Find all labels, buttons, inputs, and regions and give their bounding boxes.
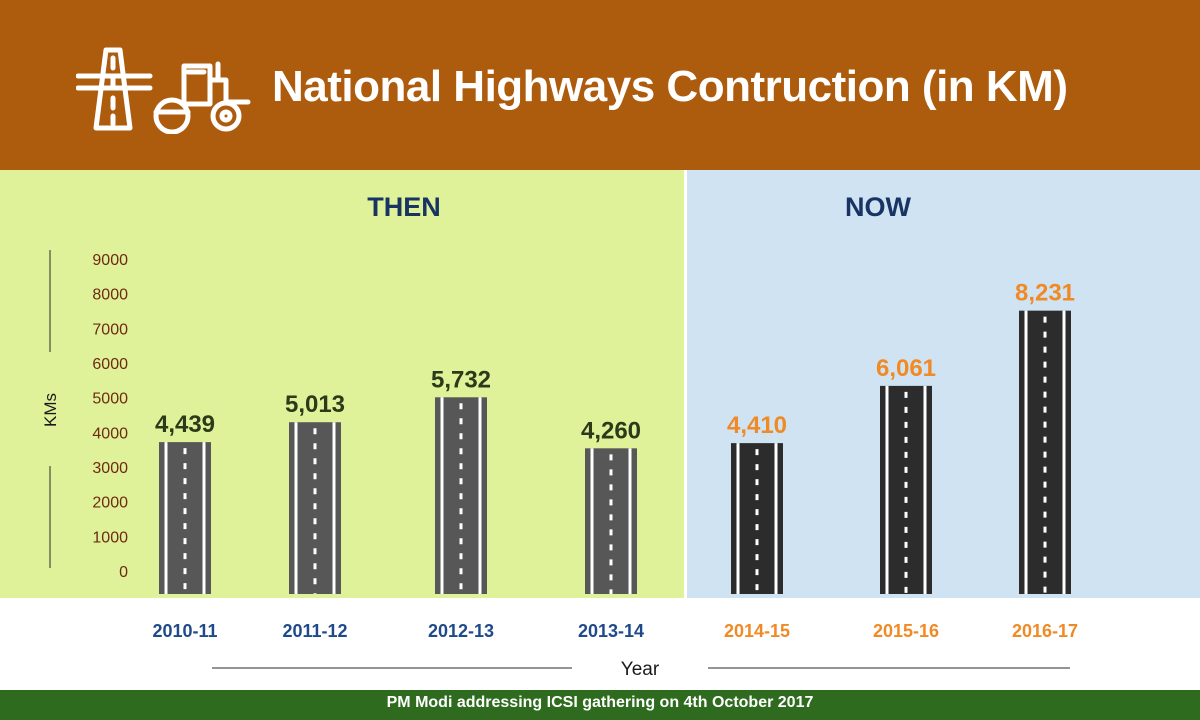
x-tick-label: 2011-12 [282,621,347,641]
y-tick-label: 1000 [92,529,128,546]
y-tick-label: 4000 [92,425,128,442]
x-tick-label: 2015-16 [873,621,939,641]
bar-value-label: 5,013 [285,391,345,418]
footer-bar [0,690,1200,720]
bar-value-label: 6,061 [876,355,936,382]
x-tick-label: 2010-11 [152,621,217,641]
section-label-now: NOW [845,192,911,222]
x-tick-label: 2014-15 [724,621,790,641]
page-title: National Highways Contruction (in KM) [272,62,1068,111]
bar-value-label: 5,732 [431,366,491,393]
road-construction-icon [76,47,251,134]
y-tick-label: 6000 [92,356,128,373]
y-tick-label: 8000 [92,287,128,304]
footer-caption: PM Modi addressing ICSI gathering on 4th… [386,694,814,711]
bar-value-label: 8,231 [1015,280,1075,307]
bar-value-label: 4,260 [581,417,641,444]
y-tick-label: 9000 [92,252,128,269]
header-banner [0,0,1200,170]
x-axis-label: Year [621,659,660,680]
y-axis-label: KMs [41,393,60,427]
y-tick-label: 0 [119,564,128,581]
y-tick-label: 3000 [92,460,128,477]
bar-value-label: 4,439 [155,411,215,438]
section-label-then: THEN [367,192,441,222]
x-tick-label: 2016-17 [1012,621,1078,641]
y-tick-label: 7000 [92,321,128,338]
bar-value-label: 4,410 [727,412,787,439]
then-panel [0,170,684,598]
y-tick-label: 2000 [92,495,128,512]
y-tick-label: 5000 [92,391,128,408]
x-tick-label: 2012-13 [428,621,494,641]
x-tick-label: 2013-14 [578,621,644,641]
panel-divider [684,170,687,598]
